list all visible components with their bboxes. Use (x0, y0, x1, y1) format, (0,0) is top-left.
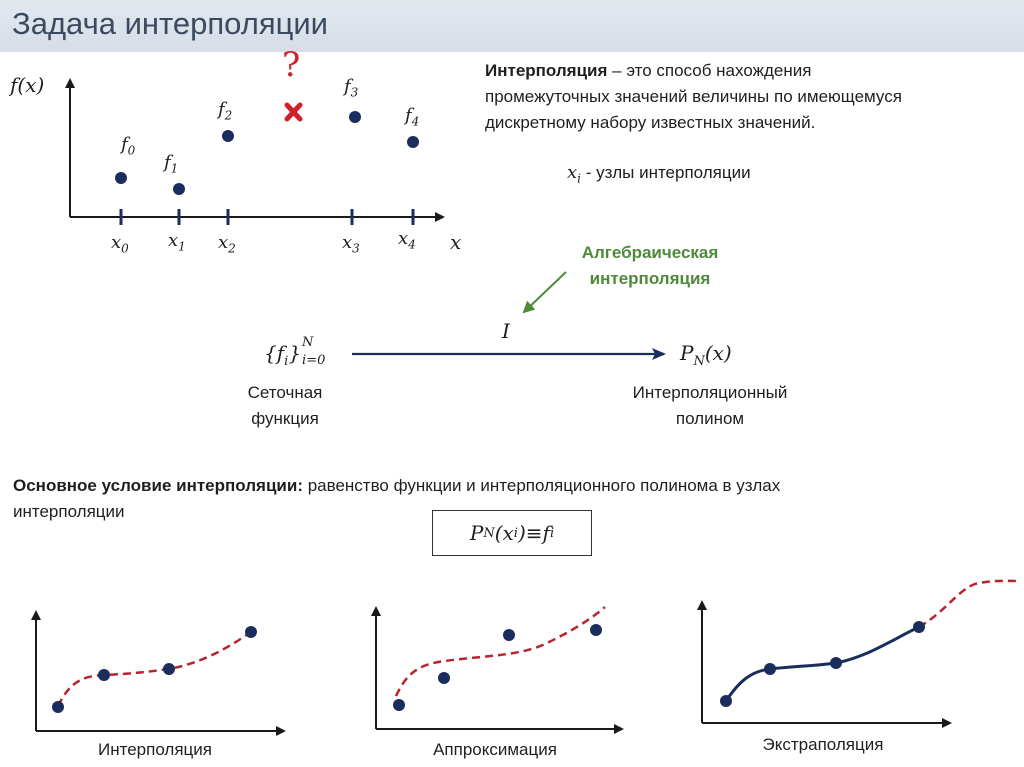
y-axis-label: f(x) (10, 73, 45, 97)
polynomial-expression: PN(x) (680, 341, 732, 369)
tick-label-x2: x2 (218, 232, 236, 256)
main-condition-text: Основное условие интерполяции: равенство… (13, 476, 781, 521)
main-condition-heading: Основное условие интерполяции: (13, 476, 303, 495)
bottom-chart-approximation (371, 606, 624, 734)
label-f4: f4 (405, 105, 420, 129)
tick-label-x1: x1 (168, 230, 186, 254)
bottom-chart-extrapolation (697, 579, 1021, 728)
extrapolation-dashed-curve (918, 579, 1021, 629)
extrapolation-known-curve (724, 625, 920, 702)
definition-term: Интерполяция (485, 61, 608, 80)
label-f3: f3 (344, 76, 359, 100)
label-f1: f1 (164, 152, 179, 176)
top-chart-points (115, 111, 419, 195)
top-chart-axes (65, 78, 445, 222)
label-f0: f0 (121, 134, 136, 158)
point-f4 (407, 136, 419, 148)
label-f2: f2 (218, 99, 233, 123)
nodes-definition: xi - узлы интерполяции (567, 162, 751, 186)
operator-label: I (502, 319, 510, 343)
grid-function-caption: Сеточная функция (247, 383, 323, 428)
algebraic-arrow (522, 271, 567, 314)
definition-line-2: промежуточных значений величины по имеющ… (485, 87, 902, 106)
definition-text: Интерполяция – это способ нахождения про… (485, 58, 1015, 136)
tick-label-x0: x0 (111, 232, 129, 256)
tick-label-x4: x4 (398, 228, 416, 252)
caption-extrapolation: Экстраполяция (762, 735, 884, 754)
point-f2 (222, 130, 234, 142)
caption-interpolation: Интерполяция (98, 740, 212, 759)
point-f0 (115, 172, 127, 184)
definition-line-3: дискретному набору известных значений. (485, 113, 816, 132)
approximation-curve (394, 606, 606, 697)
caption-approximation: Аппроксимация (433, 740, 557, 759)
top-chart-ticks (119, 209, 415, 225)
tick-label-x3: x3 (342, 232, 360, 256)
interpolation-curve (56, 630, 252, 707)
bottom-chart-interpolation (31, 610, 286, 736)
title-bar: Задача интерполяции (0, 0, 1024, 52)
unknown-cross-icon (284, 102, 303, 122)
slide-title: Задача интерполяции (12, 6, 328, 41)
definition-line-1: Интерполяция – это способ нахождения (485, 61, 812, 80)
x-axis-label: x (450, 230, 462, 254)
polynomial-caption: Интерполяционный полином (632, 383, 788, 428)
algebraic-interpolation-label: Алгебраическая интерполяция (581, 243, 719, 288)
unknown-question-mark: ? (282, 45, 301, 85)
point-f3 (349, 111, 361, 123)
point-f1 (173, 183, 185, 195)
